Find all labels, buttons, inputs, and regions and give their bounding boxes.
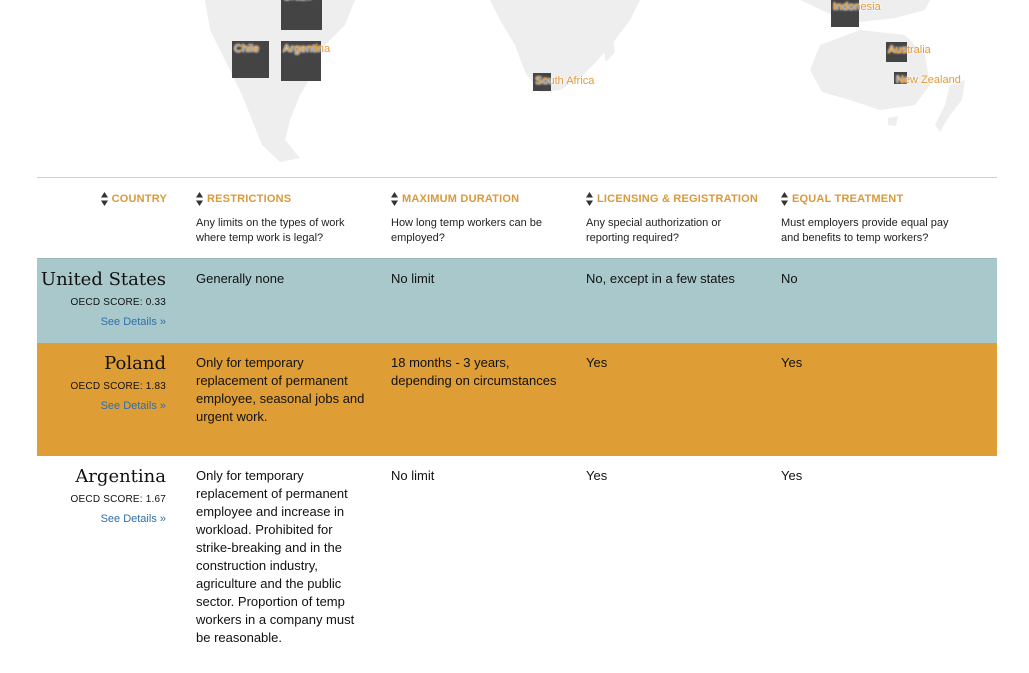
duration-cell: No limit [391,468,435,483]
map-divider [37,177,997,178]
table-header: COUNTRY RESTRICTIONS Any limits on the t… [37,178,997,258]
marker-label-australia[interactable]: Australia [888,44,931,56]
column-title: EQUAL TREATMENT [792,193,904,205]
licensing-cell: Yes [586,468,608,483]
marker-chile[interactable] [232,41,269,78]
marker-indonesia[interactable] [831,0,859,27]
duration-cell: 18 months - 3 years, depending on circum… [391,355,557,388]
sort-icon [781,192,788,206]
equal-treatment-cell: Yes [781,468,803,483]
country-cell: Poland OECD SCORE: 1.83 See Details » [71,353,166,412]
country-cell: Argentina OECD SCORE: 1.67 See Details » [71,466,166,525]
marker-south-africa[interactable] [533,73,551,91]
marker-australia[interactable] [886,42,907,62]
licensing-cell: Yes [586,355,608,370]
restrictions-cell: Only for temporary replacement of perman… [196,468,355,645]
see-details-link[interactable]: See Details » [100,400,166,412]
column-title: COUNTRY [111,193,167,205]
column-header-restrictions[interactable]: RESTRICTIONS Any limits on the types of … [196,192,371,246]
marker-argentina[interactable] [281,41,321,81]
column-header-maximum-duration[interactable]: MAXIMUM DURATION How long temp workers c… [391,192,566,246]
marker-label-new-zealand[interactable]: New Zealand [896,74,961,86]
country-name: Argentina [75,466,166,487]
map-landmass [205,0,965,162]
equal-treatment-cell: Yes [781,355,803,370]
marker-label-indonesia[interactable]: Indonesia [833,1,881,13]
marker-label-chile[interactable]: Chile [234,43,260,55]
restrictions-cell: Only for temporary replacement of perman… [196,355,365,424]
see-details-link[interactable]: See Details » [100,316,166,328]
table-row-argentina[interactable]: Argentina OECD SCORE: 1.67 See Details »… [37,456,997,673]
column-description: Any limits on the types of work where te… [196,217,345,244]
marker-label-south-africa[interactable]: South Africa [535,75,595,87]
marker-brazil[interactable] [281,0,322,30]
duration-cell: No limit [391,271,435,286]
table-row-poland[interactable]: Poland OECD SCORE: 1.83 See Details » On… [37,343,997,456]
column-title: MAXIMUM DURATION [402,193,520,205]
restrictions-cell: Generally none [196,271,285,286]
country-name: Poland [104,353,166,374]
sort-icon [586,192,593,206]
marker-label-brazil[interactable]: Brazil [284,0,312,3]
column-description: Must employers provide equal pay and ben… [781,217,949,244]
licensing-cell: No, except in a few states [586,271,735,286]
sort-icon [100,192,108,206]
column-header-licensing[interactable]: LICENSING & REGISTRATION Any special aut… [586,192,761,246]
column-title: LICENSING & REGISTRATION [597,193,759,205]
column-header-country[interactable]: COUNTRY [95,192,167,206]
country-name: United States [40,269,166,290]
country-cell: United States OECD SCORE: 0.33 See Detai… [41,269,166,328]
column-header-equal-treatment[interactable]: EQUAL TREATMENT Must employers provide e… [781,192,956,246]
column-title: RESTRICTIONS [207,193,292,205]
marker-new-zealand[interactable] [894,72,907,84]
oecd-score: OECD SCORE: 1.67 [70,494,166,505]
sort-icon [196,192,203,206]
marker-label-argentina[interactable]: Argentina [283,43,331,55]
see-details-link[interactable]: See Details » [100,513,166,525]
world-map[interactable]: Brazil Chile Argentina South Africa Indo… [0,0,1029,170]
oecd-score: OECD SCORE: 0.33 [70,297,166,308]
column-description: How long temp workers can be employed? [391,217,543,244]
equal-treatment-cell: No [781,271,798,286]
oecd-score: OECD SCORE: 1.83 [70,381,166,392]
column-description: Any special authorization or reporting r… [586,217,722,244]
table-row-united-states[interactable]: United States OECD SCORE: 0.33 See Detai… [37,258,997,344]
sort-icon [391,192,398,206]
